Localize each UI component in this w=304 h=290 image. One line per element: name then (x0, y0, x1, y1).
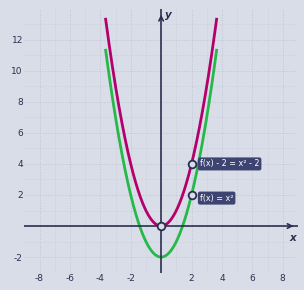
Text: f(x) - 2 = x² - 2: f(x) - 2 = x² - 2 (200, 160, 259, 168)
Text: y: y (165, 10, 172, 20)
Text: x: x (289, 233, 296, 243)
Text: f(x) = x²: f(x) = x² (200, 194, 233, 203)
